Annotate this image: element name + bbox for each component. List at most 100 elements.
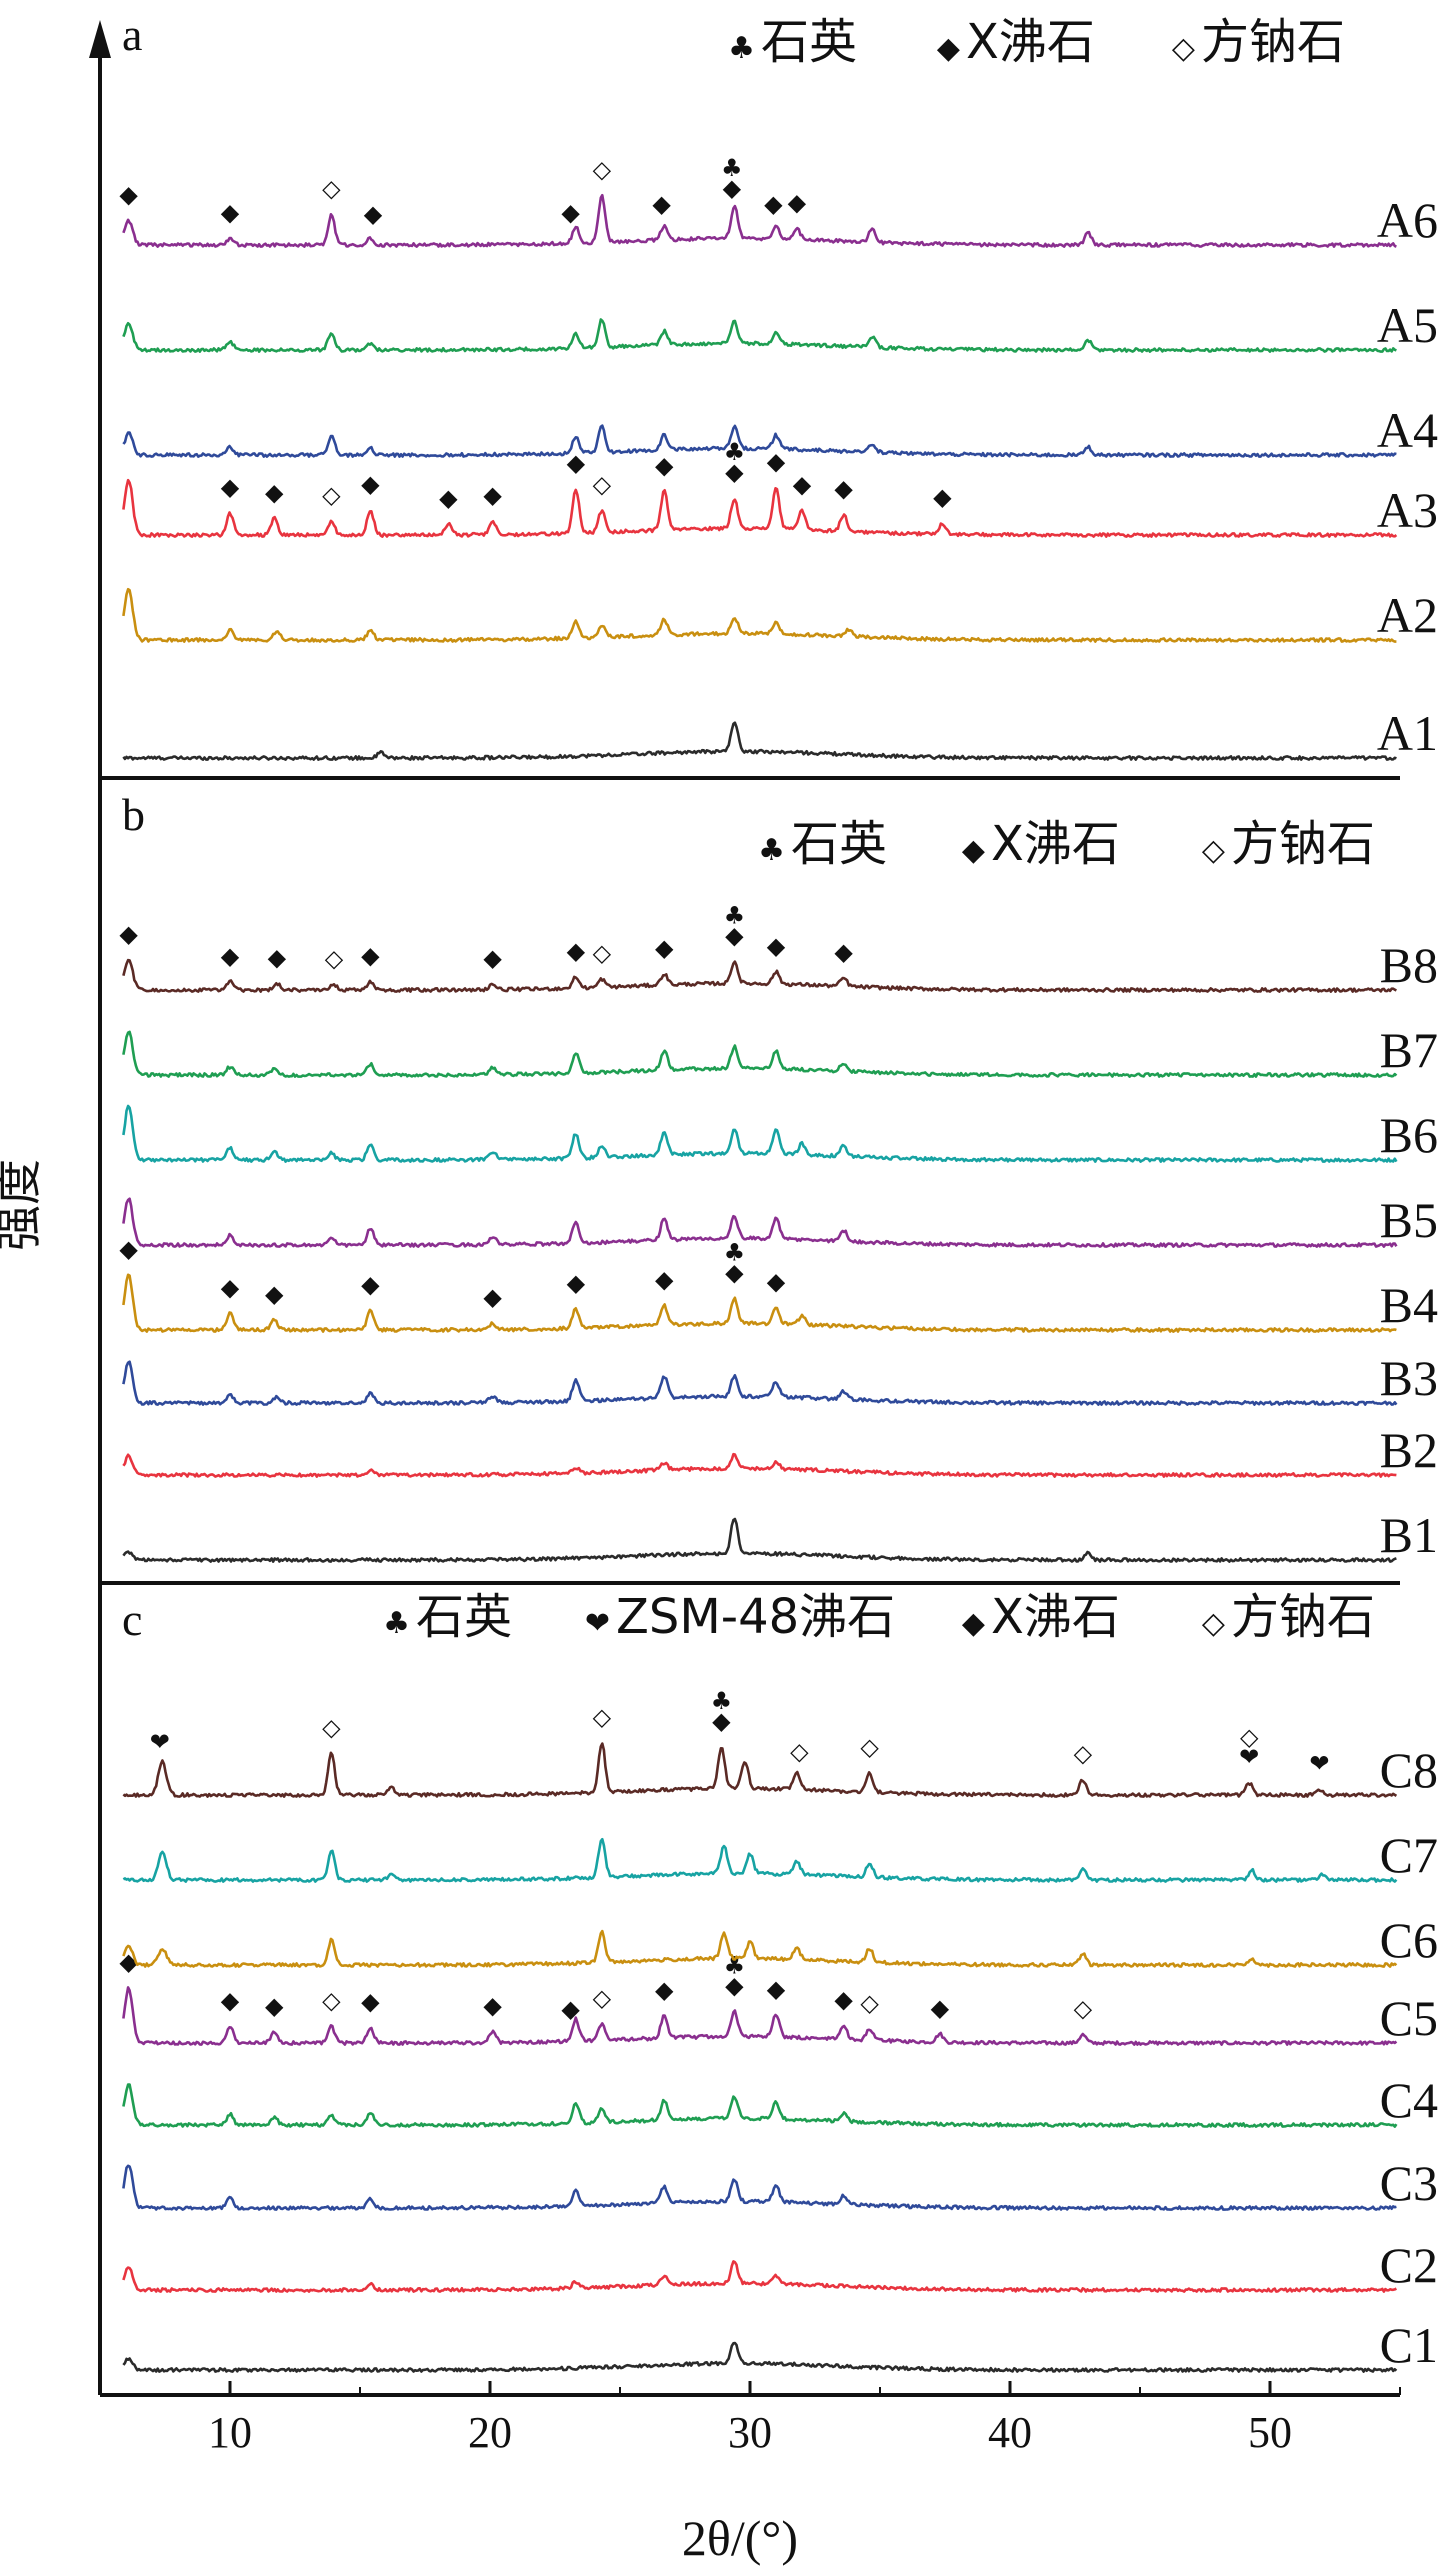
peak-marker-x-zeolite: ◆ [834, 475, 853, 503]
legend-symbol: ◇ [1202, 1606, 1225, 1641]
peak-marker-x-zeolite: ◆ [361, 470, 380, 498]
x-tick-label: 10 [208, 2408, 252, 2457]
peak-marker-x-zeolite: ◆ [655, 1976, 674, 2004]
series-A2: A2 [122, 587, 1438, 643]
peak-marker-sodalite: ◇ [593, 156, 612, 184]
series-label: C4 [1380, 2072, 1438, 2128]
series-label: A2 [1377, 587, 1438, 643]
peak-marker-x-zeolite: ◆ [655, 1266, 674, 1294]
series-line [122, 2164, 1397, 2211]
series-A4: A4 [122, 402, 1438, 458]
peak-marker-x-zeolite: ◆ [361, 1271, 380, 1299]
peak-marker-quartz: ♣ [711, 1687, 733, 1715]
peak-marker-sodalite: ◇ [1074, 1995, 1093, 2023]
peak-marker-x-zeolite: ◆ [793, 470, 812, 498]
x-tick-label: 20 [468, 2408, 512, 2457]
peak-marker-x-zeolite: ◆ [655, 451, 674, 479]
legend-entry: X沸石 [991, 1589, 1120, 1645]
y-axis-arrow [89, 20, 111, 58]
peak-marker-x-zeolite: ◆ [361, 942, 380, 970]
series-line [122, 587, 1397, 643]
x-tick-label: 40 [988, 2408, 1032, 2457]
peak-marker-x-zeolite: ◆ [361, 1988, 380, 2016]
peak-marker-x-zeolite: ◆ [767, 448, 786, 476]
series-A6: A6◆◆◇◆ ◆◇◆◆♣◆ ◆ [119, 154, 1438, 248]
peak-marker-x-zeolite: ◆ [439, 484, 458, 512]
peak-marker-quartz: ♣ [724, 1952, 746, 1980]
peak-marker-x-zeolite: ◆ [561, 1995, 580, 2023]
peak-marker-sodalite: ◇ [1240, 1723, 1259, 1751]
series-label: B1 [1380, 1507, 1438, 1563]
legend-symbol: ♣ [758, 833, 785, 868]
peak-marker-x-zeolite: ◆ [221, 473, 240, 501]
series-label: C8 [1380, 1742, 1438, 1798]
peak-marker-sodalite: ◇ [593, 1984, 612, 2012]
peak-marker-quartz: ♣ [721, 154, 743, 182]
series-C7: C7 [122, 1827, 1438, 1883]
peak-marker-x-zeolite: ◆ [265, 1992, 284, 2020]
peak-marker-x-zeolite: ◆ [221, 198, 240, 226]
legend: ♣ 石英 ◆ X沸石 ◇ 方钠石 [758, 816, 1375, 872]
series-line [122, 1030, 1398, 1078]
peak-marker-x-zeolite: ◆ [652, 190, 671, 218]
peak-marker-x-zeolite: ◆ [119, 1235, 138, 1263]
peak-marker-x-zeolite: ◆ [712, 1707, 731, 1735]
series-line [122, 2083, 1398, 2128]
series-label: C7 [1380, 1827, 1438, 1883]
series-label: C5 [1380, 1990, 1438, 2046]
peak-marker-x-zeolite: ◆ [767, 932, 786, 960]
legend-entry: 方钠石 [1231, 816, 1375, 872]
series-line [122, 2341, 1398, 2373]
series-line [122, 1837, 1398, 1883]
series-line [122, 318, 1397, 353]
series-label: A4 [1377, 402, 1438, 458]
peak-marker-x-zeolite: ◆ [483, 481, 502, 509]
series-C2: C2 [122, 2237, 1438, 2293]
legend-entry: 石英 [791, 816, 887, 872]
peak-marker-x-zeolite: ◆ [723, 174, 742, 202]
peak-marker-x-zeolite: ◆ [767, 1975, 786, 2003]
peak-marker-x-zeolite: ◆ [268, 943, 287, 971]
peak-marker-x-zeolite: ◆ [221, 1274, 240, 1302]
panel-label: c [122, 1594, 142, 1645]
peak-marker-x-zeolite: ◆ [561, 198, 580, 226]
peak-marker-sodalite: ◇ [322, 1714, 341, 1742]
series-B3: B3 [122, 1350, 1438, 1406]
legend-entry: 方钠石 [1201, 14, 1345, 70]
series-label: B6 [1380, 1107, 1438, 1163]
axes-frame [89, 20, 1400, 2397]
x-tick-label: 50 [1248, 2408, 1292, 2457]
series-B6: B6 [122, 1104, 1438, 1163]
series-line [122, 193, 1397, 248]
y-axis-label: 强度 [0, 1159, 46, 1251]
series-line [122, 1929, 1398, 1968]
series-B4: B4◆◆ ◆ ◆ ◆◆ ◆ ◆♣◆ [119, 1235, 1438, 1333]
peak-marker-x-zeolite: ◆ [767, 1267, 786, 1295]
legend-entry: X沸石 [991, 816, 1120, 872]
series-line [122, 1360, 1398, 1406]
series-A3: A3◆ ◆ ◇ ◆ ◆ ◆◆◇◆ ◆♣ ◆◆ ◆ ◆ [122, 438, 1438, 538]
peak-marker-x-zeolite: ◆ [931, 1994, 950, 2022]
series-label: C6 [1380, 1912, 1438, 1968]
series-C6: C6 [122, 1912, 1438, 1968]
peak-marker-quartz: ♣ [724, 438, 746, 466]
series-label: C2 [1380, 2237, 1438, 2293]
series-B2: B2 [122, 1422, 1438, 1478]
legend-entry: ZSM-48沸石 [616, 1589, 895, 1645]
series-B1: B1 [122, 1507, 1438, 1563]
peak-marker-x-zeolite: ◆ [567, 1269, 586, 1297]
peak-marker-zsm48: ❤ [150, 1728, 170, 1756]
series-label: C1 [1380, 2317, 1438, 2373]
peak-marker-quartz: ♣ [724, 901, 746, 929]
peak-marker-sodalite: ◇ [860, 1733, 879, 1761]
series-label: A6 [1377, 192, 1438, 248]
peak-marker-sodalite: ◇ [322, 481, 341, 509]
legend-entry: 石英 [416, 1589, 512, 1645]
peak-marker-x-zeolite: ◆ [567, 449, 586, 477]
legend-symbol: ❤ [585, 1606, 610, 1641]
peak-marker-x-zeolite: ◆ [364, 200, 383, 228]
